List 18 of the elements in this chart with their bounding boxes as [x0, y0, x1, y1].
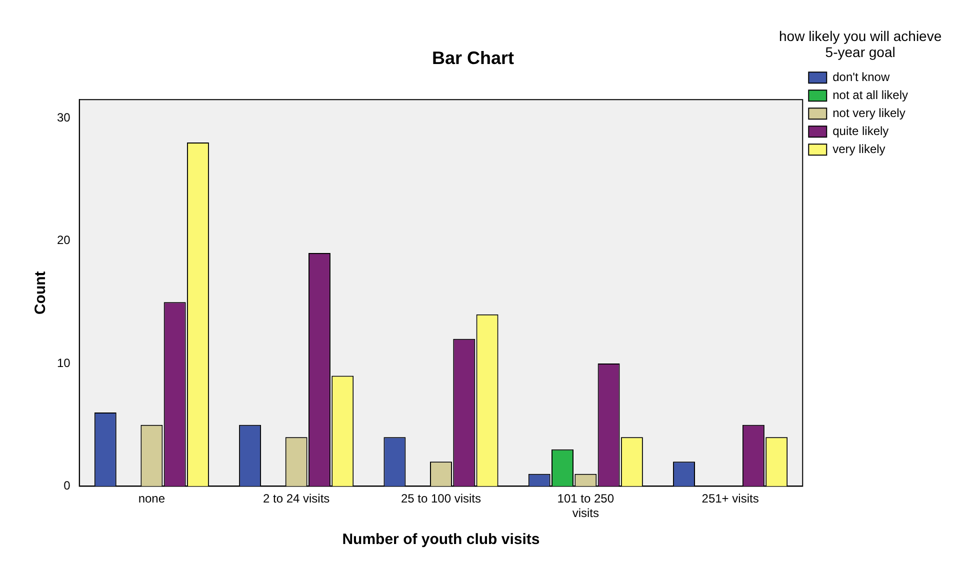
y-tick-label: 30	[56, 110, 71, 124]
legend-label: quite likely	[832, 124, 889, 138]
legend-label: very likely	[832, 142, 886, 156]
legend-label: not at all likely	[832, 88, 908, 102]
x-tick-label: none	[138, 492, 166, 506]
y-axis-title: Count	[32, 271, 50, 315]
x-tick-label: 25 to 100 visits	[400, 492, 482, 506]
x-axis-title: Number of youth club visits	[342, 531, 540, 548]
chart-title: Bar Chart	[432, 48, 514, 68]
legend-label: don't know	[832, 70, 890, 84]
y-tick-label: 20	[56, 233, 71, 248]
y-tick-label: 10	[56, 356, 71, 370]
legend-label: not very likely	[832, 106, 906, 120]
x-tick-label: 251+ visits	[702, 492, 759, 506]
x-tick-label: 101 to 250 visits	[557, 492, 614, 520]
y-tick-label: 0	[64, 478, 71, 493]
x-tick-label: 2 to 24 visits	[262, 492, 330, 506]
legend-title: how likely you will achieve 5-year goal	[778, 28, 942, 60]
